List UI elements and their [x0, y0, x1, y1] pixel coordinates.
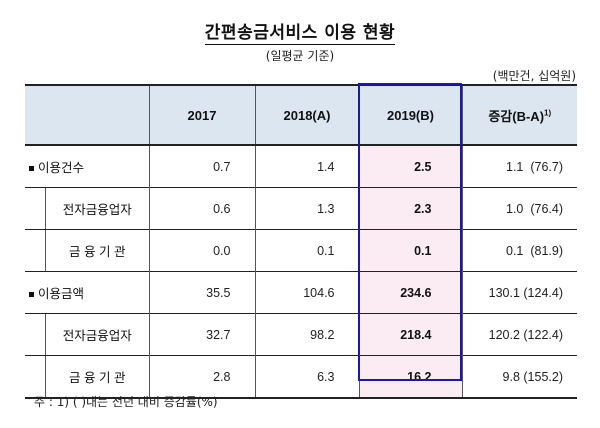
- diff-value: 1.1: [506, 159, 524, 174]
- subtitle: (일평균 기준): [265, 49, 335, 63]
- title-text: 간편송금서비스 이용 현황: [204, 23, 396, 45]
- cell-2019: 2.5: [359, 144, 463, 188]
- cell-diff: 1.0 (76.4): [462, 187, 577, 230]
- row-label-text: 금 융 기 관: [69, 245, 126, 259]
- row-label: 금 융 기 관: [25, 229, 150, 272]
- cell-2017: 0.6: [149, 187, 256, 230]
- diff-pct: (124.4): [523, 285, 563, 300]
- cell-2018: 104.6: [255, 271, 360, 314]
- row-label: 전자금융업자: [25, 313, 150, 356]
- row-label-text: 금 융 기 관: [69, 371, 126, 385]
- header-2018: 2018(A): [255, 84, 360, 146]
- cell-2018: 1.4: [255, 144, 360, 188]
- page-title: 간편송금서비스 이용 현황: [0, 18, 600, 45]
- row-label: 이용건수: [25, 144, 150, 188]
- cell-2018: 6.3: [255, 355, 360, 399]
- row-label: 전자금융업자: [25, 187, 150, 230]
- cell-diff: 9.8 (155.2): [462, 355, 577, 399]
- table-row: 이용금액 35.5 104.6 234.6 130.1 (124.4): [25, 271, 577, 314]
- row-label: 이용금액: [25, 271, 150, 314]
- cell-diff: 130.1 (124.4): [462, 271, 577, 314]
- footnote: 주 : 1) ( )내는 전년 대비 증감률(%): [34, 395, 218, 409]
- bullet-icon: [29, 292, 34, 298]
- diff-pct: (122.4): [523, 327, 563, 342]
- diff-pct: (81.9): [530, 243, 563, 258]
- cell-2017: 0.0: [149, 229, 256, 272]
- cell-2019: 0.1: [359, 229, 463, 272]
- diff-pct: (76.4): [530, 201, 563, 216]
- row-label-text: 이용건수: [38, 161, 85, 175]
- table-row: 이용건수 0.7 1.4 2.5 1.1 (76.7): [25, 144, 577, 188]
- bullet-icon: [29, 166, 34, 172]
- cell-2019: 16.2: [359, 355, 463, 399]
- row-label-text: 이용금액: [38, 287, 85, 301]
- cell-diff: 1.1 (76.7): [462, 144, 577, 188]
- header-diff-text: 증감(B-A): [488, 108, 545, 124]
- table-row: 전자금융업자 32.7 98.2 218.4 120.2 (122.4): [25, 313, 577, 356]
- diff-value: 120.2: [488, 327, 520, 342]
- diff-value: 0.1: [506, 243, 524, 258]
- diff-value: 1.0: [506, 201, 524, 216]
- header-diff: 증감(B-A)1): [462, 84, 577, 146]
- diff-value: 130.1: [488, 285, 520, 300]
- row-label-text: 전자금융업자: [62, 329, 132, 343]
- table-row: 금 융 기 관 2.8 6.3 16.2 9.8 (155.2): [25, 355, 577, 399]
- cell-2019: 218.4: [359, 313, 463, 356]
- cell-2017: 32.7: [149, 313, 256, 356]
- header-2017: 2017: [149, 84, 256, 146]
- row-label-text: 전자금융업자: [62, 203, 132, 217]
- cell-2018: 98.2: [255, 313, 360, 356]
- table-row: 금 융 기 관 0.0 0.1 0.1 0.1 (81.9): [25, 229, 577, 272]
- diff-pct: (155.2): [523, 369, 563, 384]
- header-2019: 2019(B): [359, 84, 463, 146]
- header-diff-footnote: 1): [544, 108, 552, 118]
- unit-label: (백만건, 십억원): [492, 69, 576, 83]
- cell-2017: 35.5: [149, 271, 256, 314]
- cell-2017: 0.7: [149, 144, 256, 188]
- header-blank: [25, 84, 150, 146]
- cell-2019: 2.3: [359, 187, 463, 230]
- cell-2018: 1.3: [255, 187, 360, 230]
- cell-2019: 234.6: [359, 271, 463, 314]
- diff-value: 9.8: [502, 369, 520, 384]
- table-row: 전자금융업자 0.6 1.3 2.3 1.0 (76.4): [25, 187, 577, 230]
- cell-2017: 2.8: [149, 355, 256, 399]
- cell-diff: 120.2 (122.4): [462, 313, 577, 356]
- data-table: 2017 2018(A) 2019(B) 증감(B-A)1) 이용건수 0.7 …: [25, 84, 577, 399]
- diff-pct: (76.7): [530, 159, 563, 174]
- row-label: 금 융 기 관: [25, 355, 150, 399]
- cell-2018: 0.1: [255, 229, 360, 272]
- cell-diff: 0.1 (81.9): [462, 229, 577, 272]
- header-row: 2017 2018(A) 2019(B) 증감(B-A)1): [25, 84, 577, 146]
